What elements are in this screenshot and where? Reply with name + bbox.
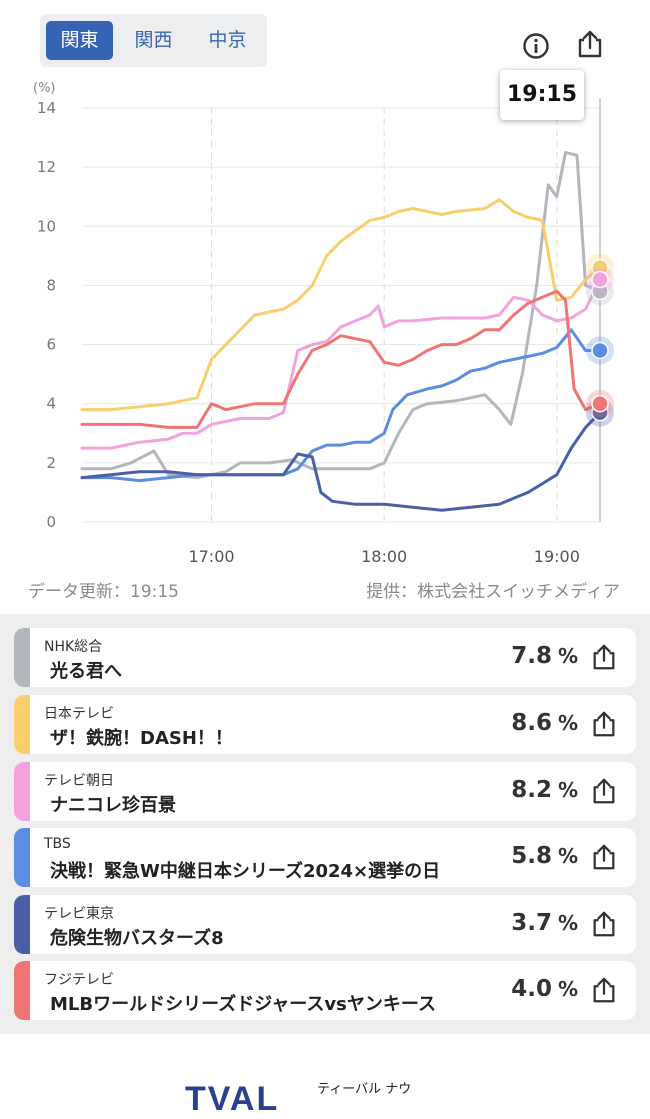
share-button[interactable] bbox=[573, 27, 607, 61]
series-end-dot[interactable] bbox=[591, 394, 609, 413]
y-tick-label: 12 bbox=[37, 158, 56, 176]
current-time-badge: 19:15 bbox=[500, 70, 584, 120]
rating-value: 5.8 bbox=[511, 843, 552, 869]
rating-card-tvasahi[interactable]: テレビ朝日 ナニコレ珍百景 8.2% bbox=[14, 762, 636, 821]
rating-card-tbs[interactable]: TBS 決戦！緊急W中継日本シリーズ2024×選挙の日 5.8% bbox=[14, 828, 636, 887]
channel-name: テレビ東京 bbox=[44, 906, 114, 922]
channel-color-stripe bbox=[14, 628, 30, 687]
rating-card-ntv[interactable]: 日本テレビ ザ！鉄腕！DASH！！ 8.6% bbox=[14, 695, 636, 754]
rating-unit: % bbox=[557, 778, 578, 802]
channel-color-stripe bbox=[14, 961, 30, 1020]
channel-name: テレビ朝日 bbox=[44, 773, 114, 789]
provider-text: 提供：株式会社スイッチメディア bbox=[366, 582, 620, 602]
rating-value-group: 8.6% bbox=[511, 710, 578, 736]
channel-name: 日本テレビ bbox=[44, 706, 114, 722]
y-tick-label: 2 bbox=[46, 454, 56, 472]
share-icon[interactable] bbox=[590, 777, 618, 805]
channel-color-stripe bbox=[14, 895, 30, 954]
program-title: ナニコレ珍百景 bbox=[50, 795, 176, 816]
series-line bbox=[80, 411, 602, 512]
y-tick-label: 4 bbox=[46, 395, 56, 413]
rating-card-tvtokyo[interactable]: テレビ東京 危険生物バスターズ8 3.7% bbox=[14, 895, 636, 954]
program-title: 危険生物バスターズ8 bbox=[50, 928, 224, 949]
series-line bbox=[80, 150, 602, 480]
rating-card-fuji[interactable]: フジテレビ MLBワールドシリーズドジャースvsヤンキース 4.0% bbox=[14, 961, 636, 1020]
rating-unit: % bbox=[557, 911, 578, 935]
y-tick-label: 6 bbox=[46, 336, 56, 354]
share-icon[interactable] bbox=[590, 843, 618, 871]
program-title: ザ！鉄腕！DASH！！ bbox=[50, 728, 233, 749]
channel-color-stripe bbox=[14, 828, 30, 887]
channel-color-stripe bbox=[14, 695, 30, 754]
rating-card-nhk[interactable]: NHK総合 光る君へ 7.8% bbox=[14, 628, 636, 687]
channel-name: NHK総合 bbox=[44, 639, 103, 655]
series-line bbox=[80, 278, 602, 450]
series-line bbox=[80, 289, 602, 429]
rating-value: 4.0 bbox=[511, 976, 552, 1002]
rating-unit: % bbox=[557, 711, 578, 735]
series-line bbox=[80, 198, 602, 412]
share-icon[interactable] bbox=[590, 643, 618, 671]
viewership-chart[interactable]: 0 2 4 6 8 10 12 14 17:00 18:00 19:00 (%) bbox=[0, 70, 650, 570]
x-tick-label: 18:00 bbox=[361, 547, 407, 566]
program-title: 光る君へ bbox=[50, 661, 122, 682]
rating-value-group: 4.0% bbox=[511, 976, 578, 1002]
rating-value-group: 3.7% bbox=[511, 910, 578, 936]
x-tick-label: 17:00 bbox=[188, 547, 234, 566]
rating-value-group: 7.8% bbox=[511, 643, 578, 669]
rating-unit: % bbox=[557, 644, 578, 668]
y-tick-label: 0 bbox=[46, 513, 56, 531]
rating-value-group: 8.2% bbox=[511, 777, 578, 803]
rating-value: 7.8 bbox=[511, 643, 552, 669]
program-title: 決戦！緊急W中継日本シリーズ2024×選挙の日 bbox=[50, 861, 441, 882]
y-tick-label: 8 bbox=[46, 276, 56, 294]
brand-logo-text: TVAL bbox=[185, 1080, 280, 1118]
y-tick-label: 10 bbox=[37, 217, 56, 235]
y-unit-label: (%) bbox=[33, 81, 56, 96]
region-tabs: 関東 関西 中京 bbox=[40, 14, 267, 67]
series-end-dot[interactable] bbox=[591, 270, 609, 289]
tab-chukyo[interactable]: 中京 bbox=[208, 29, 247, 51]
channel-name: フジテレビ bbox=[44, 972, 114, 988]
rating-value: 3.7 bbox=[511, 910, 552, 936]
y-tick-label: 14 bbox=[37, 99, 56, 117]
tab-kanto[interactable]: 関東 bbox=[46, 21, 113, 60]
rating-value-group: 5.8% bbox=[511, 843, 578, 869]
rating-value: 8.2 bbox=[511, 777, 552, 803]
channel-color-stripe bbox=[14, 762, 30, 821]
share-icon bbox=[578, 30, 602, 58]
share-icon[interactable] bbox=[590, 976, 618, 1004]
program-title: MLBワールドシリーズドジャースvsヤンキース bbox=[50, 994, 436, 1015]
data-updated-text: データ更新：19:15 bbox=[28, 582, 179, 602]
info-icon bbox=[523, 33, 549, 59]
tab-kansai[interactable]: 関西 bbox=[134, 29, 173, 51]
rating-value: 8.6 bbox=[511, 710, 552, 736]
channel-name: TBS bbox=[44, 836, 71, 852]
brand-tagline: ティーバル ナウ bbox=[317, 1082, 412, 1097]
info-button[interactable] bbox=[519, 29, 553, 63]
share-icon[interactable] bbox=[590, 710, 618, 738]
share-icon[interactable] bbox=[590, 910, 618, 938]
rating-unit: % bbox=[557, 977, 578, 1001]
ratings-list: NHK総合 光る君へ 7.8% 日本テレビ ザ！鉄腕！DASH！！ 8.6% テ… bbox=[0, 614, 650, 1034]
rating-unit: % bbox=[557, 844, 578, 868]
series-end-dot[interactable] bbox=[591, 341, 609, 360]
x-tick-label: 19:00 bbox=[534, 547, 580, 566]
